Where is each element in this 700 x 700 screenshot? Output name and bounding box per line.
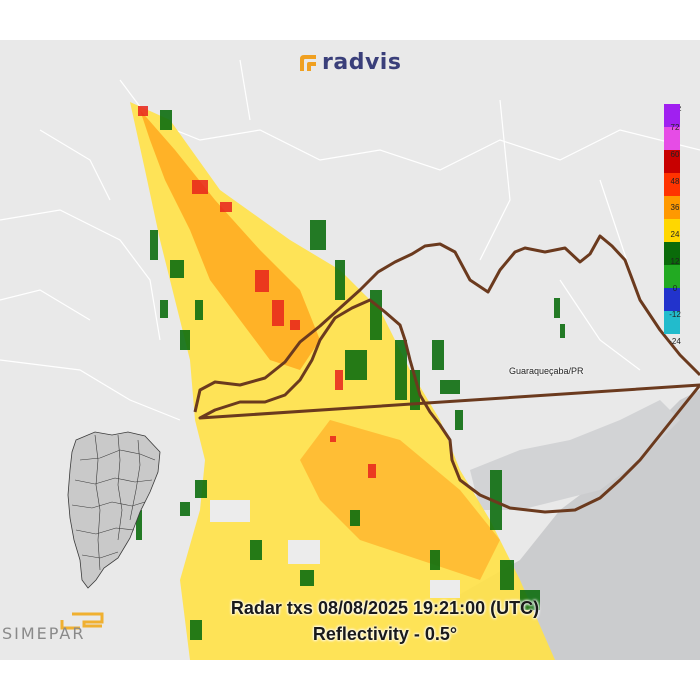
radar-echo-moderate-south <box>300 420 500 580</box>
place-label: Guaraqueçaba/PR <box>509 366 584 376</box>
legend-tick-label: -12 <box>669 310 681 320</box>
legend-tick-label: 12 <box>670 256 680 266</box>
simepar-logo-text: SIMEPAR <box>2 624 86 643</box>
legend-swatch <box>664 150 680 174</box>
radar-echo-gaps <box>210 500 460 598</box>
legend-swatch <box>664 127 680 151</box>
radvis-logo-icon <box>300 54 316 71</box>
legend-tick-label: -24 <box>669 337 681 346</box>
legend-swatch <box>664 242 680 266</box>
legend-swatch <box>664 104 680 128</box>
legend-tick-label: 48 <box>670 176 680 186</box>
radar-echo-intense <box>138 106 376 478</box>
legend-tick-label: 72 <box>670 123 680 132</box>
curitiba-municipalities <box>67 431 161 589</box>
radvis-logo: radvis <box>298 50 401 75</box>
legend-swatch <box>664 173 680 197</box>
radvis-logo-text: radvis <box>322 50 402 75</box>
simepar-logo-mark <box>60 612 104 630</box>
legend-swatch <box>664 311 680 334</box>
legend-swatch <box>664 288 680 312</box>
bay-water <box>470 400 680 510</box>
legend-swatch <box>664 265 680 289</box>
curitiba-districts <box>71 434 156 571</box>
legend-color-bar <box>664 104 680 334</box>
map-canvas <box>0 59 700 660</box>
caption-radar-time: Radar txs 08/08/2025 19:21:00 (UTC) <box>230 598 540 618</box>
municipal-borders <box>0 59 700 421</box>
legend-tick-label: 0 <box>672 283 678 293</box>
legend-tick-label: 36 <box>670 203 680 213</box>
legend-tick-label: 24 <box>670 230 680 239</box>
region-boundary <box>193 234 700 514</box>
legend-tick-label: 60 <box>670 149 680 159</box>
legend-swatch <box>664 196 680 220</box>
legend-swatch <box>664 219 680 243</box>
caption-product: Reflectivity - 0.5° <box>312 624 458 644</box>
